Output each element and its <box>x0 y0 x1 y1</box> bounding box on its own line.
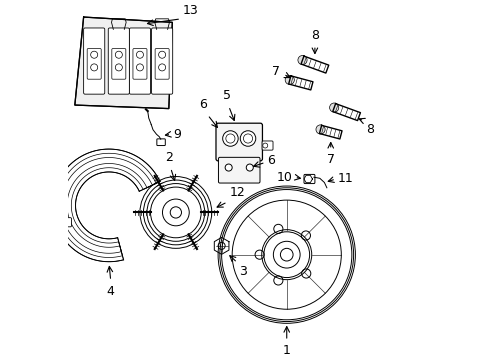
Circle shape <box>90 64 98 71</box>
FancyBboxPatch shape <box>87 49 101 79</box>
FancyBboxPatch shape <box>218 157 260 183</box>
FancyBboxPatch shape <box>157 139 165 145</box>
Text: 5: 5 <box>223 89 230 103</box>
Circle shape <box>315 125 325 134</box>
Text: 1: 1 <box>282 345 290 357</box>
FancyBboxPatch shape <box>216 123 262 161</box>
Circle shape <box>222 131 238 146</box>
FancyBboxPatch shape <box>83 28 104 94</box>
FancyBboxPatch shape <box>304 174 314 184</box>
FancyBboxPatch shape <box>54 218 71 227</box>
Circle shape <box>224 164 232 171</box>
FancyBboxPatch shape <box>133 49 147 79</box>
Text: 13: 13 <box>183 4 198 17</box>
FancyBboxPatch shape <box>129 28 150 94</box>
FancyBboxPatch shape <box>151 28 172 94</box>
Text: 4: 4 <box>106 285 115 298</box>
Text: 2: 2 <box>165 151 173 164</box>
Text: 7: 7 <box>326 153 334 166</box>
Polygon shape <box>75 17 172 109</box>
Circle shape <box>329 103 338 112</box>
Circle shape <box>136 64 143 71</box>
FancyBboxPatch shape <box>112 49 125 79</box>
Circle shape <box>90 51 98 58</box>
Circle shape <box>246 164 253 171</box>
FancyBboxPatch shape <box>108 28 129 94</box>
Circle shape <box>240 131 255 146</box>
Text: 8: 8 <box>310 30 318 42</box>
Circle shape <box>158 51 165 58</box>
Circle shape <box>158 64 165 71</box>
FancyBboxPatch shape <box>262 141 272 150</box>
Text: 10: 10 <box>276 171 292 184</box>
Text: 6: 6 <box>199 98 207 111</box>
Circle shape <box>285 75 294 85</box>
Text: 3: 3 <box>239 265 246 278</box>
Circle shape <box>297 55 306 65</box>
Text: 8: 8 <box>365 123 373 136</box>
Circle shape <box>136 51 143 58</box>
Circle shape <box>115 64 122 71</box>
Text: 9: 9 <box>173 128 181 141</box>
Text: 11: 11 <box>337 172 352 185</box>
Circle shape <box>115 51 122 58</box>
Text: 12: 12 <box>229 186 245 199</box>
Text: 7: 7 <box>271 65 279 78</box>
Text: 6: 6 <box>267 154 275 167</box>
FancyBboxPatch shape <box>155 49 169 79</box>
